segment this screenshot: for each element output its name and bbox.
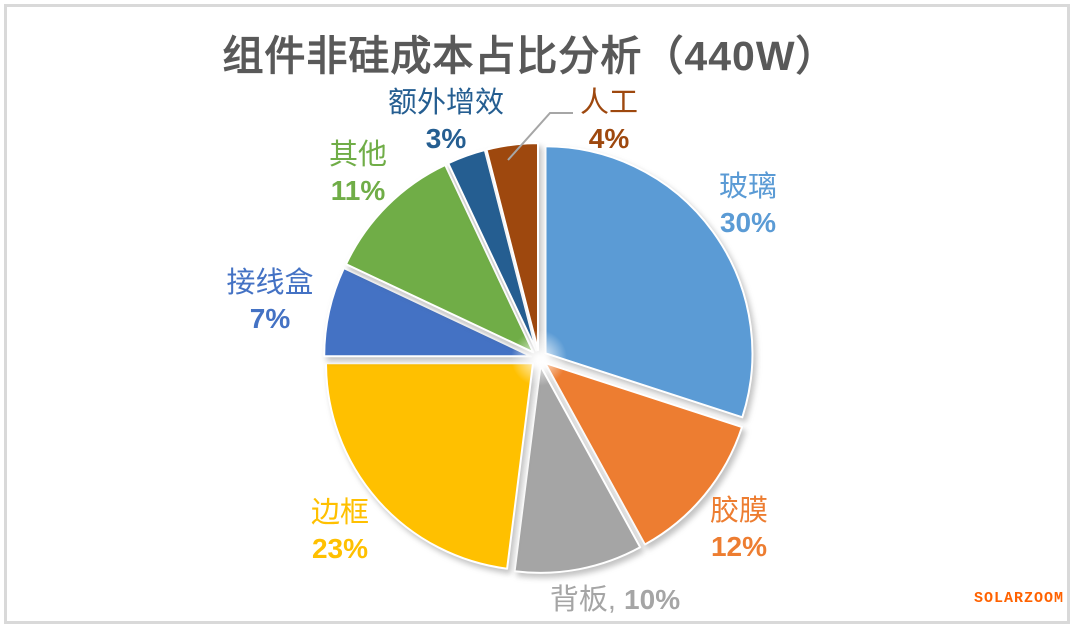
slice-label-eva-film: 胶膜 12% [669, 494, 809, 564]
slice-label-junction-box: 接线盒 7% [190, 266, 350, 336]
pie-center-glow [511, 330, 567, 386]
pie-slices [323, 142, 754, 574]
slice-percent-junction-box: 7% [249, 303, 291, 334]
pie-slice-junction-box [323, 267, 533, 358]
slice-percent-backsheet: 10% [624, 584, 681, 615]
slice-percent-extra-gain: 3% [425, 123, 467, 154]
slice-name-glass: 玻璃 [718, 171, 777, 203]
pie-slice-glass [544, 145, 754, 419]
pie-slice-frame [325, 362, 534, 570]
slice-label-glass: 玻璃 30% [678, 170, 818, 240]
slice-separator-backsheet: , [607, 584, 625, 616]
slice-percent-eva-film: 12% [710, 531, 768, 562]
slice-label-frame: 边框 23% [270, 496, 410, 566]
slice-name-backsheet: 背板 [549, 584, 608, 616]
slice-name-junction-box: 接线盒 [226, 267, 314, 299]
pie-slice-other [345, 164, 535, 354]
slice-name-labor: 人工 [579, 87, 638, 119]
slice-name-frame: 边框 [310, 497, 369, 529]
pie-slice-backsheet [513, 364, 642, 574]
chart-title: 组件非硅成本占比分析（440W） [222, 33, 838, 79]
pie-slice-extra-gain [447, 149, 538, 352]
slice-label-backsheet: 背板, 10% [495, 582, 735, 618]
solarzoom-watermark: SOLARZOOM [973, 590, 1064, 607]
slice-percent-frame: 23% [311, 533, 369, 564]
slice-percent-other: 11% [330, 175, 386, 206]
slice-name-extra-gain: 额外增效 [387, 87, 504, 119]
pie-slice-labor [485, 142, 539, 352]
labor-leader-line [507, 112, 573, 161]
slice-percent-glass: 30% [719, 207, 777, 238]
slice-percent-labor: 4% [588, 123, 630, 154]
slice-name-other: 其他 [328, 139, 387, 171]
slice-label-labor: 人工 4% [539, 86, 679, 156]
pie-slice-eva-film [544, 362, 743, 546]
slice-name-eva-film: 胶膜 [709, 495, 768, 527]
slice-label-other: 其他 11% [288, 138, 428, 208]
slice-label-extra-gain: 额外增效 3% [356, 86, 536, 156]
